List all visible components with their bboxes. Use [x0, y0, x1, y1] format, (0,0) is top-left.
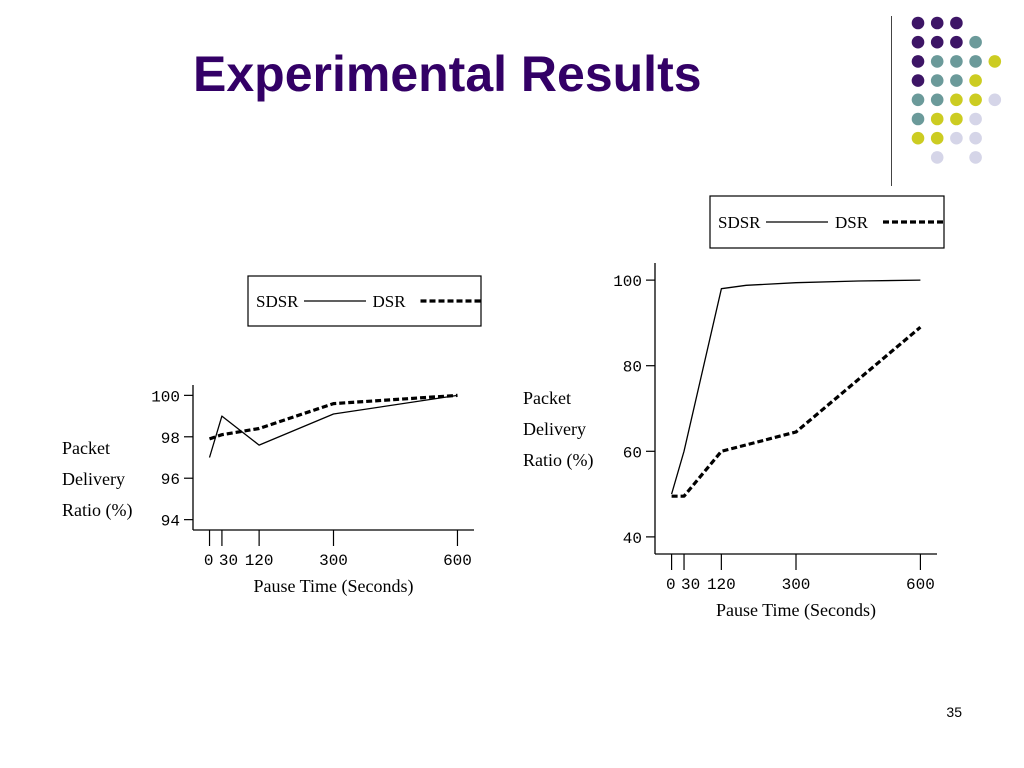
- y-tick-label: 96: [161, 471, 180, 489]
- decorative-dot: [950, 112, 963, 126]
- y-tick-label: 94: [161, 513, 180, 531]
- decorative-dot: [930, 112, 944, 126]
- decorative-dot: [930, 93, 944, 107]
- x-tick-label: 600: [443, 552, 472, 570]
- chart-right: SDSR DSR 40 60 80 100 0 30 120 300 600 Pause Time (…: [523, 195, 945, 621]
- x-tick-label: 300: [319, 552, 348, 570]
- y-tick-label: 40: [623, 530, 642, 548]
- x-tick-label: 0: [666, 576, 676, 594]
- x-tick-label: 120: [245, 552, 274, 570]
- decorative-dot: [911, 16, 925, 30]
- decorative-dot: [969, 131, 982, 145]
- series-line-dsr: [671, 325, 922, 498]
- decorative-dot-grid: [911, 16, 1002, 164]
- decorative-dot: [930, 131, 944, 145]
- x-axis-label: Pause Time (Seconds): [253, 576, 413, 597]
- x-tick-label: 30: [681, 576, 700, 594]
- y-axis-label-line: Ratio (%): [523, 450, 593, 471]
- title-divider: [891, 16, 892, 186]
- decorative-dot: [911, 131, 925, 145]
- decorative-dot: [950, 131, 963, 145]
- decorative-dot: [969, 93, 982, 107]
- decorative-dot: [988, 55, 1002, 68]
- legend-label: DSR: [835, 213, 869, 232]
- decorative-dot: [911, 35, 925, 49]
- decorative-dot: [950, 74, 963, 87]
- chart-legend: SDSR DSR: [709, 195, 945, 249]
- y-axis-label-line: Delivery: [62, 469, 125, 489]
- x-tick-label: 300: [782, 576, 811, 594]
- x-tick-label: 120: [707, 576, 736, 594]
- decorative-dot: [969, 151, 982, 164]
- y-tick-label: 100: [613, 273, 642, 291]
- decorative-dot: [930, 55, 944, 68]
- y-axis-label-line: Delivery: [523, 419, 586, 439]
- decorative-dot: [969, 55, 982, 68]
- page-number: 35: [946, 704, 962, 720]
- series-line-sdsr: [208, 394, 458, 458]
- decorative-dot: [930, 151, 944, 164]
- decorative-dot: [950, 16, 963, 30]
- chart-legend: SDSR DSR: [247, 275, 483, 327]
- decorative-dot: [930, 16, 944, 30]
- y-axis-label-line: Ratio (%): [62, 500, 132, 521]
- y-axis-label-line: Packet: [523, 388, 571, 408]
- y-axis-label-line: Packet: [62, 438, 110, 458]
- decorative-dot: [911, 93, 925, 107]
- x-tick-label: 600: [906, 576, 935, 594]
- decorative-dot: [950, 55, 963, 68]
- decorative-dot: [988, 93, 1002, 107]
- y-axis-label: Packet Delivery Ratio (%): [523, 388, 593, 471]
- series-line-dsr: [208, 393, 458, 441]
- legend-label: SDSR: [718, 213, 761, 232]
- decorative-dot: [930, 74, 944, 87]
- legend-label: SDSR: [256, 292, 299, 311]
- x-tick-label: 30: [219, 552, 238, 570]
- y-tick-label: 80: [623, 359, 642, 377]
- slide-title: Experimental Results: [193, 46, 702, 102]
- chart-left: SDSR DSR 94 96 98 100 0 30 120 300 600 Pause Time (…: [62, 275, 483, 597]
- y-tick-label: 100: [151, 388, 180, 406]
- decorative-dot: [911, 112, 925, 126]
- y-tick-label: 98: [161, 430, 180, 448]
- x-tick-label: 0: [204, 552, 214, 570]
- y-tick-label: 60: [623, 444, 642, 462]
- decorative-dot: [969, 112, 982, 126]
- legend-label: DSR: [373, 292, 407, 311]
- decorative-dot: [950, 93, 963, 107]
- decorative-dot: [969, 74, 982, 87]
- decorative-dot: [911, 74, 925, 87]
- decorative-dot: [911, 55, 925, 68]
- series-line-sdsr: [670, 279, 921, 495]
- decorative-dot: [930, 35, 944, 49]
- x-axis-label: Pause Time (Seconds): [716, 600, 876, 621]
- decorative-dot: [969, 35, 982, 49]
- decorative-dot: [950, 35, 963, 49]
- y-axis-label: Packet Delivery Ratio (%): [62, 438, 132, 521]
